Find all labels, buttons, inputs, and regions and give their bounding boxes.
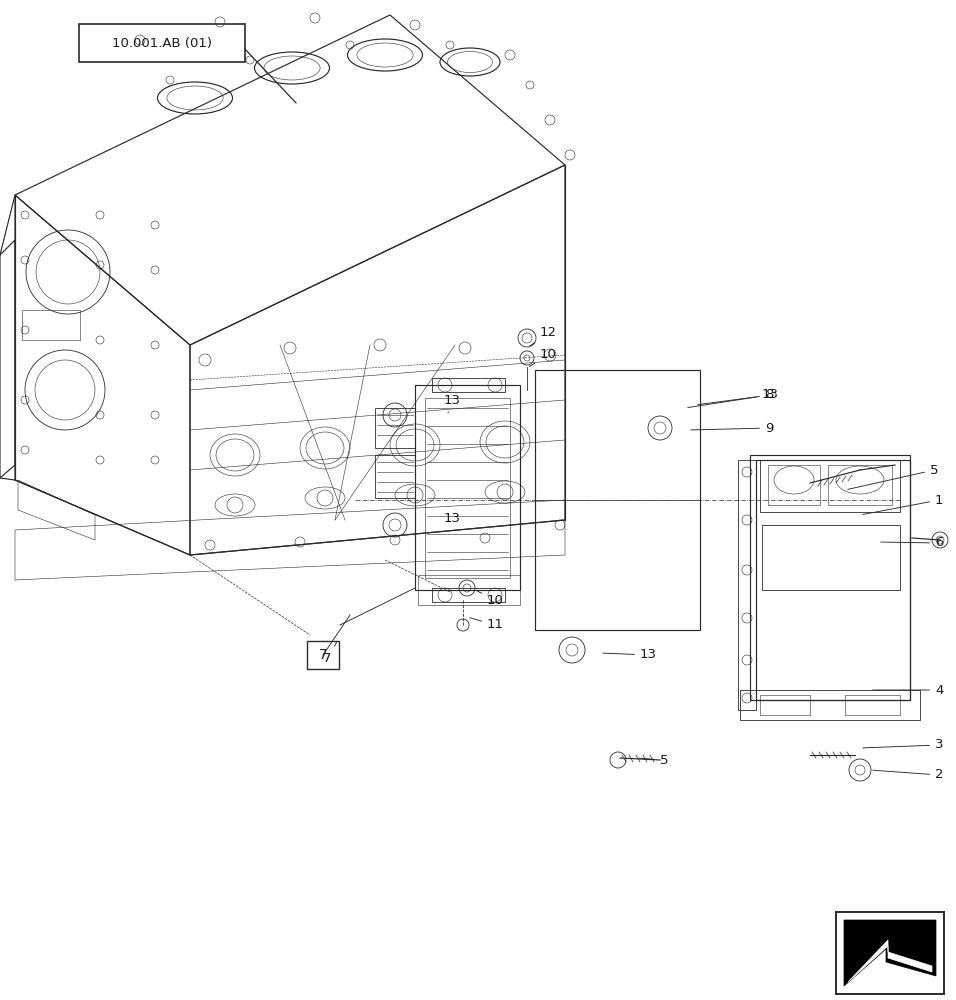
Text: 10.001.AB (01): 10.001.AB (01): [112, 36, 212, 49]
Text: 7: 7: [318, 648, 327, 662]
Text: 2: 2: [873, 768, 944, 782]
Polygon shape: [844, 920, 936, 986]
Text: 13: 13: [444, 506, 461, 524]
Text: 5: 5: [848, 464, 939, 489]
Text: 5: 5: [639, 754, 668, 766]
Text: 7: 7: [323, 642, 337, 664]
Text: 10: 10: [530, 349, 557, 367]
Text: 4: 4: [873, 684, 944, 696]
Text: 10: 10: [477, 591, 504, 606]
Text: 13: 13: [444, 393, 461, 413]
Text: 12: 12: [530, 326, 557, 346]
Text: 13: 13: [698, 388, 779, 405]
Bar: [836, 912, 944, 994]
Text: 8: 8: [687, 388, 773, 408]
Polygon shape: [848, 940, 932, 982]
Text: 11: 11: [469, 618, 504, 632]
Text: 6: 6: [880, 536, 944, 550]
Text: 9: 9: [691, 422, 773, 434]
Text: 3: 3: [862, 738, 944, 752]
Text: 1: 1: [862, 493, 944, 514]
Text: 13: 13: [603, 648, 657, 662]
